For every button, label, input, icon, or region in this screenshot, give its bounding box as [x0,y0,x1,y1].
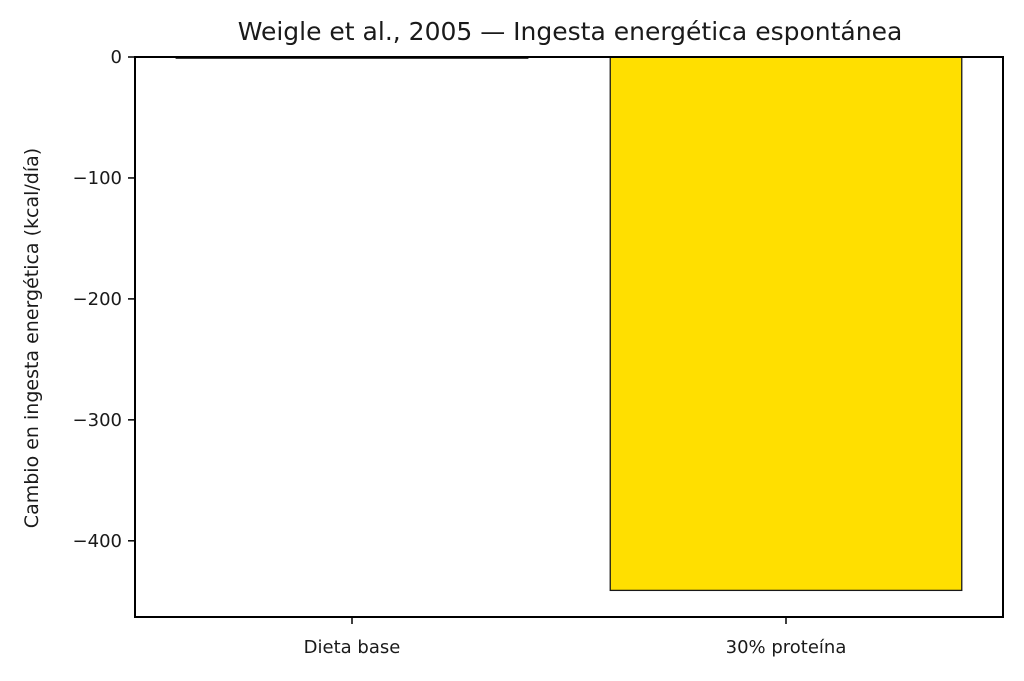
plot-frame [134,56,1004,618]
ticks-layer: Dieta base 30% proteína 0 −100 −200 −300 −400 [73,47,847,658]
bar-2 [609,56,963,592]
y-tick-label-2: −100 [73,168,122,189]
y-tick-label-4: −300 [73,410,122,431]
x-tick-label-2: 30% proteína [726,637,847,658]
y-axis-label: Cambio en ingesta energética (kcal/día) [21,148,43,528]
chart-title: Weigle et al., 2005 — Ingesta energética… [238,17,903,46]
bars-layer [175,56,963,592]
y-tick-label-3: −200 [73,289,122,310]
y-tick-label-1: 0 [111,47,122,68]
y-tick-label-5: −400 [73,531,122,552]
x-tick-label-1: Dieta base [304,637,401,658]
